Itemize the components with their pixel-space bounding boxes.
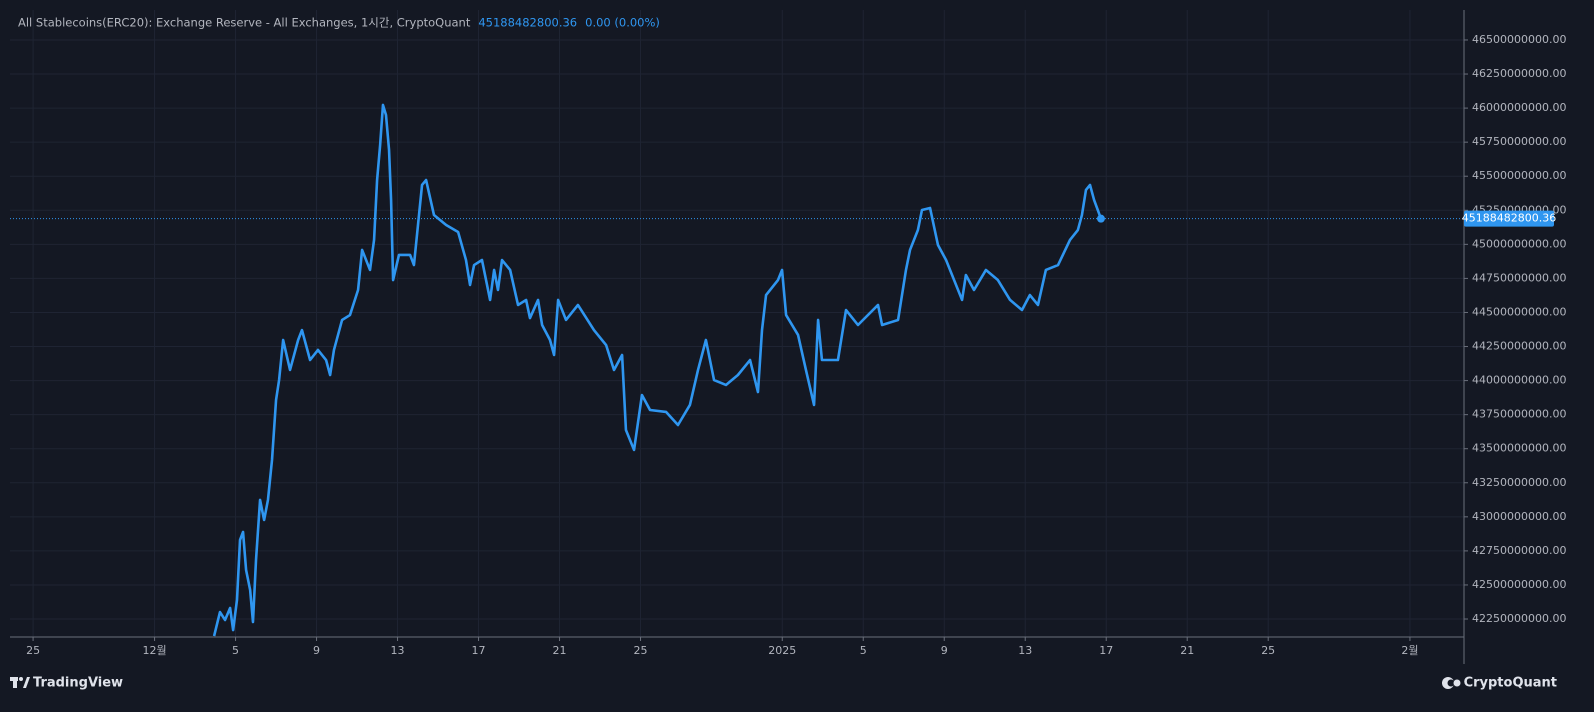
y-tick-label: 42750000000.00	[1472, 544, 1566, 557]
x-tick-label: 5	[860, 644, 867, 657]
line	[212, 103, 1103, 637]
x-tick-label: 21	[1180, 644, 1194, 657]
y-tick-label: 43750000000.00	[1472, 408, 1566, 421]
x-tick-label: 5	[232, 644, 239, 657]
x-tick-label: 17	[1099, 644, 1113, 657]
last-value-label: 45188482800.36	[1462, 212, 1556, 225]
x-tick-label: 2월	[1401, 644, 1418, 657]
x-tick-label: 9	[941, 644, 948, 657]
header-change: 0.00 (0.00%)	[585, 16, 660, 30]
y-tick-label: 44250000000.00	[1472, 340, 1566, 353]
y-tick-label: 46250000000.00	[1472, 67, 1566, 80]
y-tick-label: 46000000000.00	[1472, 101, 1566, 114]
x-tick-label: 9	[313, 644, 320, 657]
y-tick-label: 42250000000.00	[1472, 612, 1566, 625]
x-tick-label: 25	[634, 644, 648, 657]
x-tick-label: 25	[26, 644, 40, 657]
y-tick-label: 42500000000.00	[1472, 578, 1566, 591]
last-point	[1096, 214, 1105, 223]
y-tick-label: 45750000000.00	[1472, 135, 1566, 148]
tradingview-logo	[10, 677, 30, 688]
footer-right: CryptoQuant	[1464, 676, 1557, 691]
y-tick-label: 45000000000.00	[1472, 237, 1566, 250]
y-tick-label: 44000000000.00	[1472, 374, 1566, 387]
x-tick-label: 13	[1018, 644, 1032, 657]
header-value: 45188482800.36	[478, 16, 577, 30]
chart-title: All Stablecoins(ERC20): Exchange Reserve…	[18, 16, 471, 30]
y-tick-label: 45500000000.00	[1472, 169, 1566, 182]
cryptoquant-logo	[1442, 677, 1461, 689]
x-tick-label: 13	[391, 644, 405, 657]
x-tick-label: 2025	[768, 644, 796, 657]
x-tick-label: 17	[472, 644, 486, 657]
footer-left: TradingView	[33, 676, 123, 691]
y-tick-label: 43000000000.00	[1472, 510, 1566, 523]
y-tick-label: 46500000000.00	[1472, 33, 1566, 46]
last-value-box	[1464, 210, 1554, 227]
x-tick-label: 21	[553, 644, 567, 657]
y-tick-label: 44750000000.00	[1472, 271, 1566, 284]
y-tick-label: 43500000000.00	[1472, 442, 1566, 455]
x-tick-label: 25	[1261, 644, 1275, 657]
y-tick-label: 44500000000.00	[1472, 305, 1566, 318]
x-tick-label: 12월	[143, 644, 167, 657]
y-tick-label: 43250000000.00	[1472, 476, 1566, 489]
